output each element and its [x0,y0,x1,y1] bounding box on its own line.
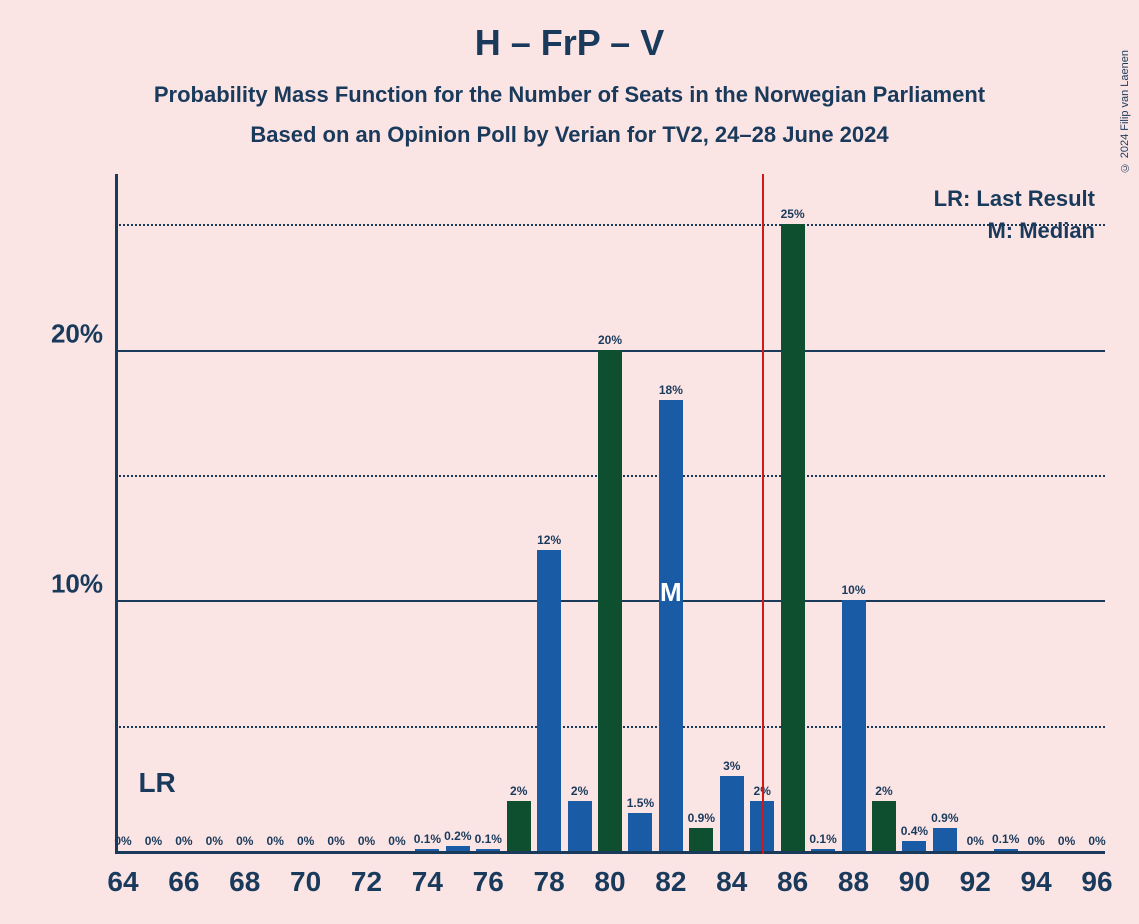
bar-value-label: 0% [267,834,284,848]
bar [446,846,470,851]
bar-value-label: 0% [388,834,405,848]
bar [568,801,592,851]
bar-value-label: 0% [145,834,162,848]
bar-value-label: 0.2% [444,829,471,843]
bar [994,849,1018,852]
bar-value-label: 0.1% [809,832,836,846]
bar [933,828,957,851]
bar-value-label: 18% [659,383,683,397]
bar-value-label: 0.9% [931,811,958,825]
bar-value-label: 0% [967,834,984,848]
bar-value-label: 10% [841,583,865,597]
median-marker: M [660,577,682,608]
x-tick-label: 74 [412,866,443,898]
bar-value-label: 0% [1027,834,1044,848]
bar [720,776,744,851]
bar-value-label: 0.1% [475,832,502,846]
bar [872,801,896,851]
bar [902,841,926,851]
chart-subtitle: Probability Mass Function for the Number… [0,82,1139,108]
bar-value-label: 2% [510,784,527,798]
bar-value-label: 2% [571,784,588,798]
legend-m: M: Median [934,218,1095,244]
copyright-text: © 2024 Filip van Laenen [1119,50,1131,173]
x-tick-label: 92 [960,866,991,898]
x-tick-label: 80 [594,866,625,898]
bar-value-label: 20% [598,333,622,347]
y-tick-label: 10% [51,569,103,600]
bar-value-label: 2% [875,784,892,798]
x-tick-label: 82 [655,866,686,898]
bar [628,813,652,851]
x-tick-label: 86 [777,866,808,898]
x-tick-label: 70 [290,866,321,898]
y-tick-label: 20% [51,318,103,349]
bar-value-label: 3% [723,759,740,773]
bar-value-label: 0% [327,834,344,848]
bar-value-label: 0.1% [992,832,1019,846]
x-tick-label: 84 [716,866,747,898]
x-tick-label: 68 [229,866,260,898]
bar-value-label: 0.1% [414,832,441,846]
bar-value-label: 25% [781,207,805,221]
bar [659,400,683,851]
bar-value-label: 0% [358,834,375,848]
x-axis [115,851,1105,854]
x-tick-label: 78 [534,866,565,898]
median-line [762,174,764,854]
x-tick-label: 90 [899,866,930,898]
bar [476,849,500,852]
x-tick-label: 72 [351,866,382,898]
bar [842,600,866,851]
legend-lr: LR: Last Result [934,186,1095,212]
x-tick-label: 64 [107,866,138,898]
chart-title: H – FrP – V [0,0,1139,64]
bar [811,849,835,852]
bar-value-label: 0% [206,834,223,848]
bar [415,849,439,852]
bar-value-label: 0% [175,834,192,848]
x-tick-label: 66 [168,866,199,898]
x-tick-label: 94 [1021,866,1052,898]
bar-value-label: 0% [236,834,253,848]
bar-value-label: 12% [537,533,561,547]
legend: LR: Last Result M: Median [934,186,1095,250]
chart-container: 10%20%6466687072747678808284868890929496… [115,174,1105,854]
lr-marker: LR [138,767,175,799]
bar [507,801,531,851]
bar [781,224,805,851]
bar [598,350,622,851]
x-tick-label: 88 [838,866,869,898]
x-tick-label: 96 [1081,866,1112,898]
bar [689,828,713,851]
x-tick-label: 76 [473,866,504,898]
bar-value-label: 0% [1058,834,1075,848]
chart-subtitle2: Based on an Opinion Poll by Verian for T… [0,122,1139,148]
bar-value-label: 0% [114,834,131,848]
plot-area: 10%20%6466687072747678808284868890929496… [115,174,1105,854]
bar-value-label: 1.5% [627,796,654,810]
bar-value-label: 0.9% [688,811,715,825]
bar-value-label: 0.4% [901,824,928,838]
bar-value-label: 0% [1088,834,1105,848]
bar-value-label: 0% [297,834,314,848]
y-axis [115,174,118,854]
bar [537,550,561,851]
